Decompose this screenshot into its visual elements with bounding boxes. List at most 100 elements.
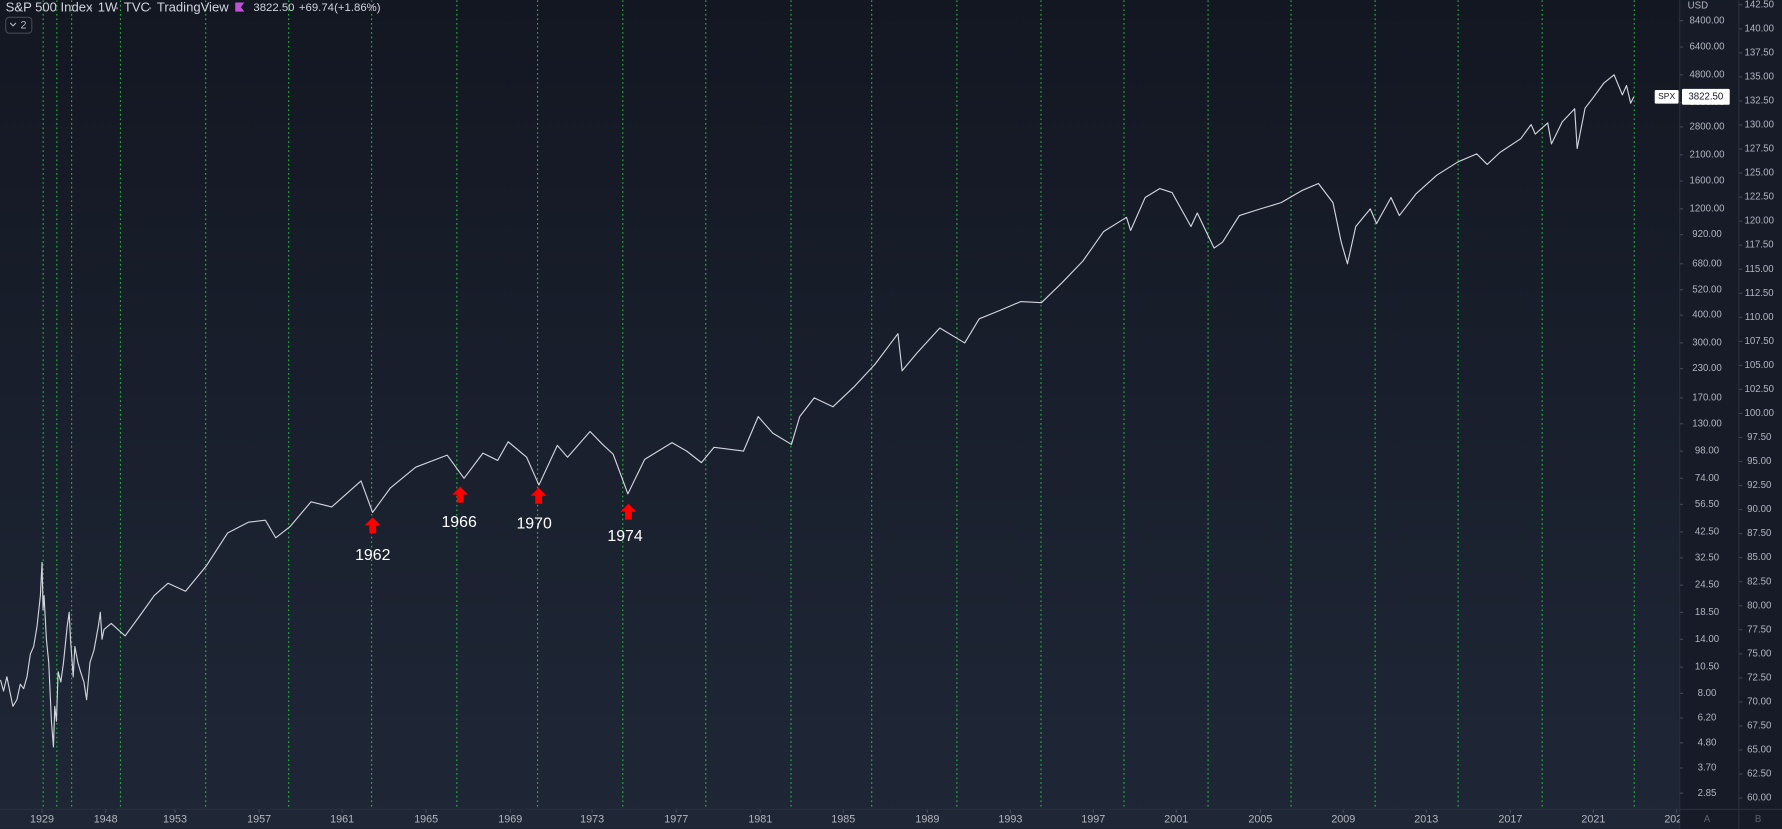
price-change: +69.74 [299, 2, 334, 14]
y-tick-label: 56.50 [1695, 499, 1719, 510]
y-tick-label: 920.00 [1692, 229, 1722, 240]
y-tick-label: 520.00 [1692, 284, 1722, 295]
y2-tick-label: 67.50 [1747, 721, 1771, 732]
y-tick-label: 6400.00 [1690, 42, 1725, 53]
y-tick-label: 300.00 [1692, 337, 1722, 348]
x-tick-label: 1989 [915, 813, 939, 825]
y2-tick-label: 82.50 [1747, 576, 1771, 587]
x-tick-label: 1929 [30, 813, 54, 825]
auto-scale-button[interactable]: A [1704, 814, 1711, 825]
series-tag: SPX [1658, 91, 1675, 101]
y-tick-label: 10.50 [1695, 662, 1719, 673]
y2-tick-label: 85.00 [1747, 552, 1771, 563]
annotation-label: 1962 [355, 547, 391, 564]
annotation-arrow [452, 486, 469, 503]
y2-tick-label: 120.00 [1744, 216, 1774, 227]
y2-tick-label: 62.50 [1747, 769, 1771, 780]
x-tick-label: 1948 [94, 813, 118, 825]
y2-tick-label: 80.00 [1747, 600, 1771, 611]
x-tick-label: 1977 [664, 813, 688, 825]
separator [89, 7, 93, 10]
y2-tick-label: 100.00 [1744, 408, 1774, 419]
price-tags: SPX 3822.50 [1654, 88, 1730, 105]
x-tick-label: 2005 [1248, 813, 1272, 825]
y-tick-label: 680.00 [1692, 258, 1722, 269]
annotation-label: 1966 [441, 514, 477, 531]
y2-tick-label: 60.00 [1747, 793, 1771, 804]
annotation-label: 1970 [516, 515, 552, 532]
y-tick-label: 24.50 [1695, 580, 1719, 591]
y-tick-label: 14.00 [1695, 634, 1719, 645]
x-tick-label: 1985 [831, 813, 855, 825]
y-tick-label: 18.50 [1695, 607, 1719, 618]
x-tick-label: 2009 [1331, 813, 1355, 825]
separator [115, 7, 119, 10]
y2-tick-label: 140.00 [1744, 23, 1774, 34]
x-tick-label: 1973 [580, 813, 604, 825]
y-tick-label: 400.00 [1692, 310, 1722, 321]
y-tick-label: 4800.00 [1690, 69, 1725, 80]
interval: 1W [98, 0, 118, 15]
x-tick-label: 2025 [1664, 813, 1688, 825]
y2-tick-label: 125.00 [1744, 168, 1774, 179]
x-tick-label: 1993 [998, 813, 1022, 825]
annotation-label: 1974 [607, 528, 643, 545]
y-tick-label: 4.80 [1698, 737, 1717, 748]
y2-tick-label: 90.00 [1747, 504, 1771, 515]
exchange: TVC [124, 0, 150, 15]
symbol-title: S&P 500 Index [6, 0, 93, 15]
annotation-arrow [364, 517, 381, 534]
y-tick-label: 1200.00 [1690, 203, 1725, 214]
y-tick-label: 130.00 [1692, 418, 1722, 429]
y-tick-label: 32.50 [1695, 552, 1719, 563]
y-tick-label: 74.00 [1695, 473, 1719, 484]
annotation-arrow [530, 487, 547, 504]
last-price-label: 3822.50 [1688, 91, 1723, 102]
y2-tick-label: 142.50 [1744, 0, 1774, 10]
x-tick-label: 1961 [330, 813, 354, 825]
pane-toggle[interactable] [5, 16, 33, 34]
y2-tick-label: 135.00 [1744, 71, 1774, 82]
x-tick-label: 1965 [414, 813, 438, 825]
y2-tick-label: 72.50 [1747, 672, 1771, 683]
plot-area: 1962 1966 1970 1974 [0, 0, 1635, 810]
y-tick-label: 2100.00 [1690, 149, 1725, 160]
x-tick-label: 1953 [163, 813, 187, 825]
x-tick-label: 2017 [1498, 813, 1522, 825]
y2-tick-label: 117.50 [1745, 240, 1774, 251]
currency[interactable]: USD [1688, 0, 1708, 11]
y2-tick-label: 107.50 [1744, 336, 1774, 347]
y2-tick-label: 65.00 [1747, 745, 1771, 756]
y2-tick-label: 130.00 [1744, 120, 1774, 131]
y2-tick-label: 112.50 [1745, 288, 1774, 299]
y-tick-label: 3.70 [1698, 763, 1717, 774]
x-tick-label: 1969 [498, 813, 522, 825]
y2-tick-label: 70.00 [1747, 696, 1771, 707]
y-tick-label: 8.00 [1698, 688, 1717, 699]
y-tick-label: 8400.00 [1690, 15, 1725, 26]
x-tick-label: 2021 [1581, 813, 1605, 825]
y2-tick-label: 127.50 [1744, 144, 1774, 155]
provider: TradingView [157, 0, 229, 15]
y2-tick-label: 87.50 [1747, 528, 1771, 539]
y-tick-label: 2800.00 [1690, 121, 1725, 132]
y-tick-label: 6.20 [1698, 713, 1717, 724]
separator [148, 7, 152, 10]
x-tick-label: 1981 [748, 813, 772, 825]
y2-tick-label: 132.50 [1744, 95, 1774, 106]
last-price: 3822.50 [253, 2, 294, 14]
y2-tick-label: 102.50 [1744, 384, 1774, 395]
time-axis: 1929 1948 1953 1957 1961 1965 1969 1973 1977 1981… [30, 809, 1688, 825]
y2-tick-label: 75.00 [1747, 648, 1771, 659]
last-price-box [1681, 88, 1730, 105]
price-change-pct: (+1.86%) [334, 2, 381, 14]
y2-tick-label: 122.50 [1744, 192, 1774, 203]
axis-button[interactable]: B [1755, 814, 1761, 825]
x-tick-label: 1997 [1081, 813, 1105, 825]
y-tick-label: 98.00 [1695, 446, 1719, 457]
y-tick-label: 1600.00 [1690, 176, 1725, 187]
flag-icon[interactable] [235, 2, 245, 12]
y2-tick-label: 97.50 [1747, 432, 1771, 443]
